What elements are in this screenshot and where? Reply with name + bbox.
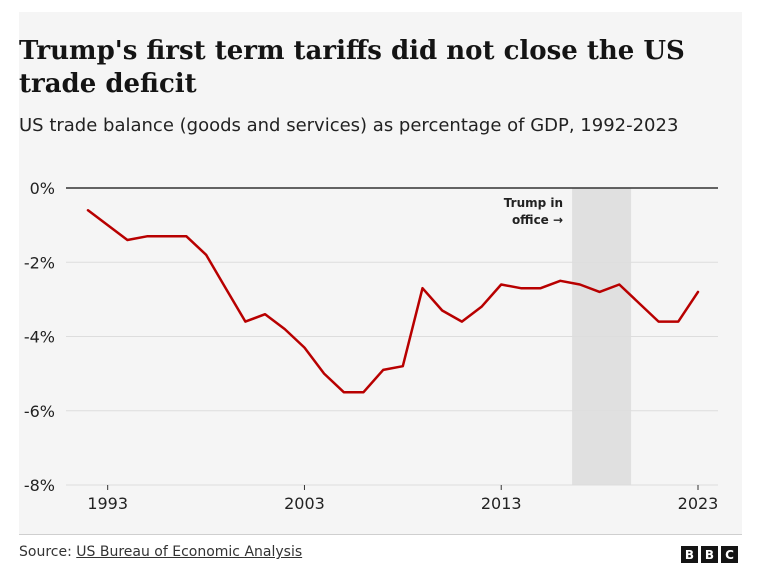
y-tick-label: -8% bbox=[24, 476, 55, 495]
x-tick-label: 2013 bbox=[481, 494, 522, 513]
footer-divider bbox=[19, 534, 742, 535]
annotation-label: office → bbox=[512, 213, 563, 227]
y-tick-label: -2% bbox=[24, 253, 55, 272]
y-axis-ticks: 0% -2% -4% -6% -8% bbox=[24, 179, 55, 495]
bbc-logo-letter: C bbox=[721, 546, 738, 563]
y-tick-label: -4% bbox=[24, 328, 55, 347]
y-tick-label: -6% bbox=[24, 402, 55, 421]
annotation-label: Trump in bbox=[504, 196, 563, 210]
x-tick-label: 1993 bbox=[87, 494, 128, 513]
gridlines bbox=[66, 187, 718, 486]
bbc-logo: B B C bbox=[681, 546, 738, 563]
trade-balance-line bbox=[86, 209, 700, 394]
x-tick-label: 2023 bbox=[678, 494, 719, 513]
source-note: Source: US Bureau of Economic Analysis bbox=[19, 544, 302, 560]
chart-title: Trump's first term tariffs did not close… bbox=[19, 36, 685, 99]
bbc-logo-letter: B bbox=[681, 546, 698, 563]
annotation: Trump in office → bbox=[504, 196, 563, 227]
x-tick-label: 2003 bbox=[284, 494, 325, 513]
source-prefix: Source: bbox=[19, 544, 77, 560]
series-layer bbox=[86, 209, 700, 394]
chart-subtitle: US trade balance (goods and services) as… bbox=[19, 115, 679, 136]
source-link[interactable]: US Bureau of Economic Analysis bbox=[76, 544, 303, 560]
bbc-logo-letter: B bbox=[701, 546, 718, 563]
y-tick-label: 0% bbox=[30, 179, 55, 198]
x-axis-ticks: 1993 2003 2013 2023 bbox=[87, 485, 718, 513]
